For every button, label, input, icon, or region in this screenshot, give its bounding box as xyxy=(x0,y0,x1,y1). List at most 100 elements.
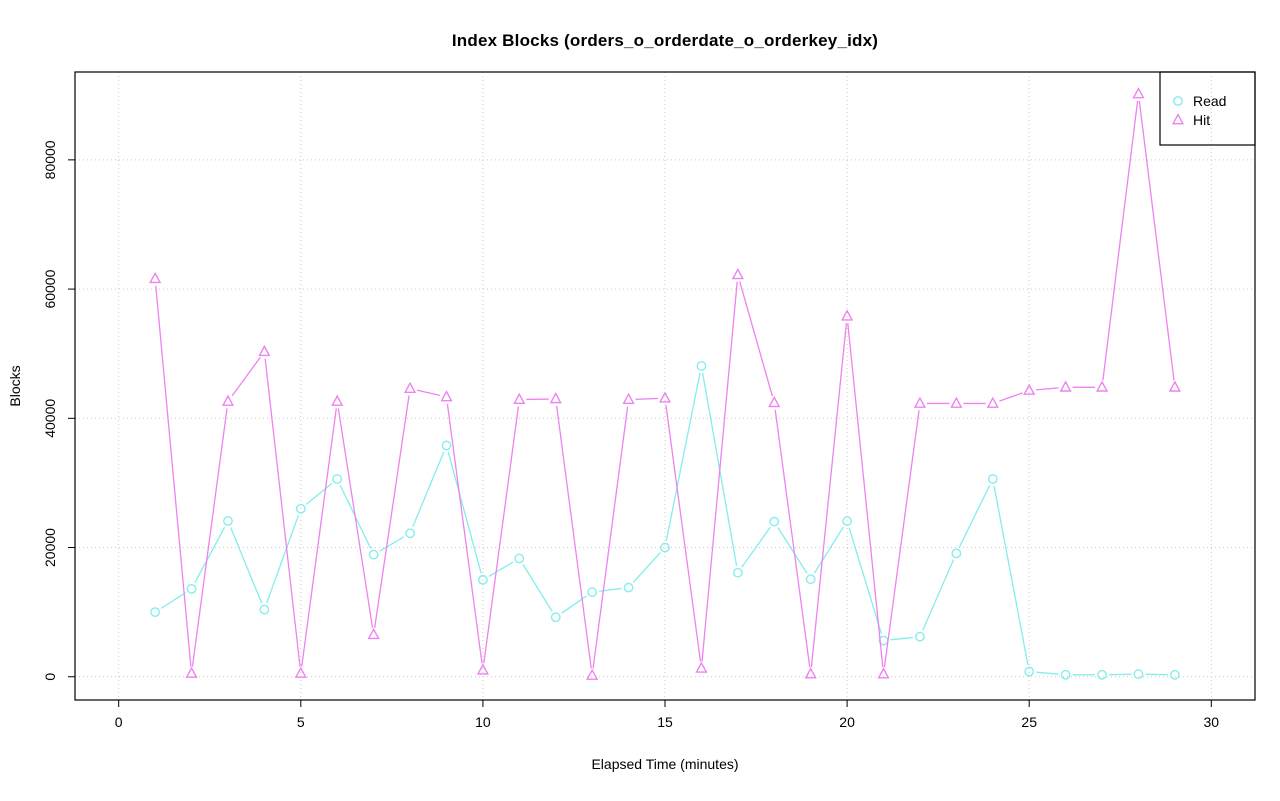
y-tick-label: 0 xyxy=(42,673,58,681)
data-point-hit xyxy=(586,668,599,680)
series-line-hit xyxy=(416,389,440,397)
data-point-hit xyxy=(1095,380,1109,392)
data-point-hit xyxy=(221,394,235,406)
series-line-read xyxy=(848,527,883,635)
y-tick-label: 60000 xyxy=(42,269,58,308)
legend-box xyxy=(1159,71,1256,146)
series-line-hit xyxy=(301,408,337,667)
x-axis-title: Elapsed Time (minutes) xyxy=(591,756,738,772)
data-point-hit xyxy=(877,667,890,679)
data-point-read xyxy=(295,503,306,514)
series-line-hit xyxy=(635,397,659,400)
series-line-read xyxy=(599,587,622,592)
data-point-hit xyxy=(294,666,307,678)
data-point-read xyxy=(732,567,743,578)
data-point-hit xyxy=(185,666,198,678)
series-line-hit xyxy=(191,408,228,667)
y-tick-label: 80000 xyxy=(42,140,58,179)
data-point-hit xyxy=(731,267,744,280)
data-point-read xyxy=(1097,669,1107,680)
data-point-read xyxy=(150,607,161,618)
x-tick-label: 15 xyxy=(657,714,673,730)
data-point-read xyxy=(550,612,561,623)
data-point-hit xyxy=(549,392,562,404)
x-tick-label: 5 xyxy=(297,714,305,730)
series-line-read xyxy=(230,527,263,604)
data-point-hit xyxy=(950,396,963,408)
x-tick-label: 25 xyxy=(1021,714,1037,730)
data-point-hit xyxy=(367,627,380,640)
y-tick-label: 20000 xyxy=(42,528,58,567)
data-point-hit xyxy=(1023,383,1036,395)
data-point-read xyxy=(332,474,343,484)
data-point-read xyxy=(1133,669,1144,680)
series-line-hit xyxy=(264,358,301,667)
x-tick-label: 30 xyxy=(1204,714,1220,730)
series-line-hit xyxy=(739,281,773,397)
data-point-read xyxy=(623,582,634,593)
data-point-read xyxy=(441,440,452,451)
series-line-read xyxy=(194,526,226,584)
series-line-hit xyxy=(337,408,374,628)
series-line-read xyxy=(412,451,445,528)
chart-title: Index Blocks (orders_o_orderdate_o_order… xyxy=(451,31,879,50)
series-line-hit xyxy=(810,323,848,668)
data-point-read xyxy=(186,583,197,594)
series-line-read xyxy=(993,485,1029,665)
series-line-read xyxy=(447,452,482,574)
series-line-read xyxy=(632,552,661,583)
series-line-read xyxy=(379,536,405,552)
series-line-read xyxy=(488,561,514,577)
series-line-read xyxy=(1036,671,1059,675)
data-point-hit xyxy=(403,381,417,393)
series-line-hit xyxy=(592,406,629,669)
data-point-hit xyxy=(1168,380,1181,392)
series-line-read xyxy=(890,636,914,641)
series-line-hit xyxy=(1102,100,1139,381)
series-line-read xyxy=(741,526,771,568)
data-point-hit xyxy=(986,396,999,408)
series-line-hit xyxy=(483,406,520,664)
series-line-hit xyxy=(1036,387,1059,391)
series-line-read xyxy=(958,485,991,548)
data-point-read xyxy=(1169,669,1180,680)
series-line-hit xyxy=(883,410,920,668)
series-line-read xyxy=(922,559,955,631)
series-line-hit xyxy=(774,409,811,668)
data-point-hit xyxy=(841,309,854,321)
data-point-read xyxy=(987,474,998,484)
series-line-hit xyxy=(374,395,410,628)
series-line-read xyxy=(160,592,186,609)
series-line-hit xyxy=(1138,100,1175,381)
series-line-hit xyxy=(446,403,483,664)
series-line-hit xyxy=(701,281,738,662)
data-point-hit xyxy=(1132,87,1145,99)
x-tick-label: 20 xyxy=(839,714,855,730)
x-tick-label: 10 xyxy=(475,714,491,730)
data-point-read xyxy=(478,574,488,585)
data-point-hit xyxy=(695,661,708,673)
series-line-read xyxy=(522,564,553,612)
series-line-hit xyxy=(999,392,1023,402)
data-point-read xyxy=(1060,669,1071,680)
series-line-read xyxy=(305,482,333,505)
legend-label-hit: Hit xyxy=(1193,112,1210,128)
legend-marker-read xyxy=(1173,96,1183,106)
series-line-hit xyxy=(665,405,702,662)
y-axis-title: Blocks xyxy=(7,365,23,406)
series-line-hit xyxy=(155,285,192,667)
data-point-read xyxy=(259,604,270,615)
data-point-hit xyxy=(1059,380,1072,392)
data-point-hit xyxy=(440,390,453,402)
data-point-hit xyxy=(804,667,817,679)
series-line-hit xyxy=(847,323,884,668)
series-line-read xyxy=(777,527,808,574)
legend-marker-hit xyxy=(1171,113,1185,125)
data-point-read xyxy=(696,361,707,371)
data-point-read xyxy=(915,631,925,642)
series-line-hit xyxy=(556,405,592,669)
data-point-read xyxy=(660,542,670,553)
data-point-hit xyxy=(658,391,672,403)
